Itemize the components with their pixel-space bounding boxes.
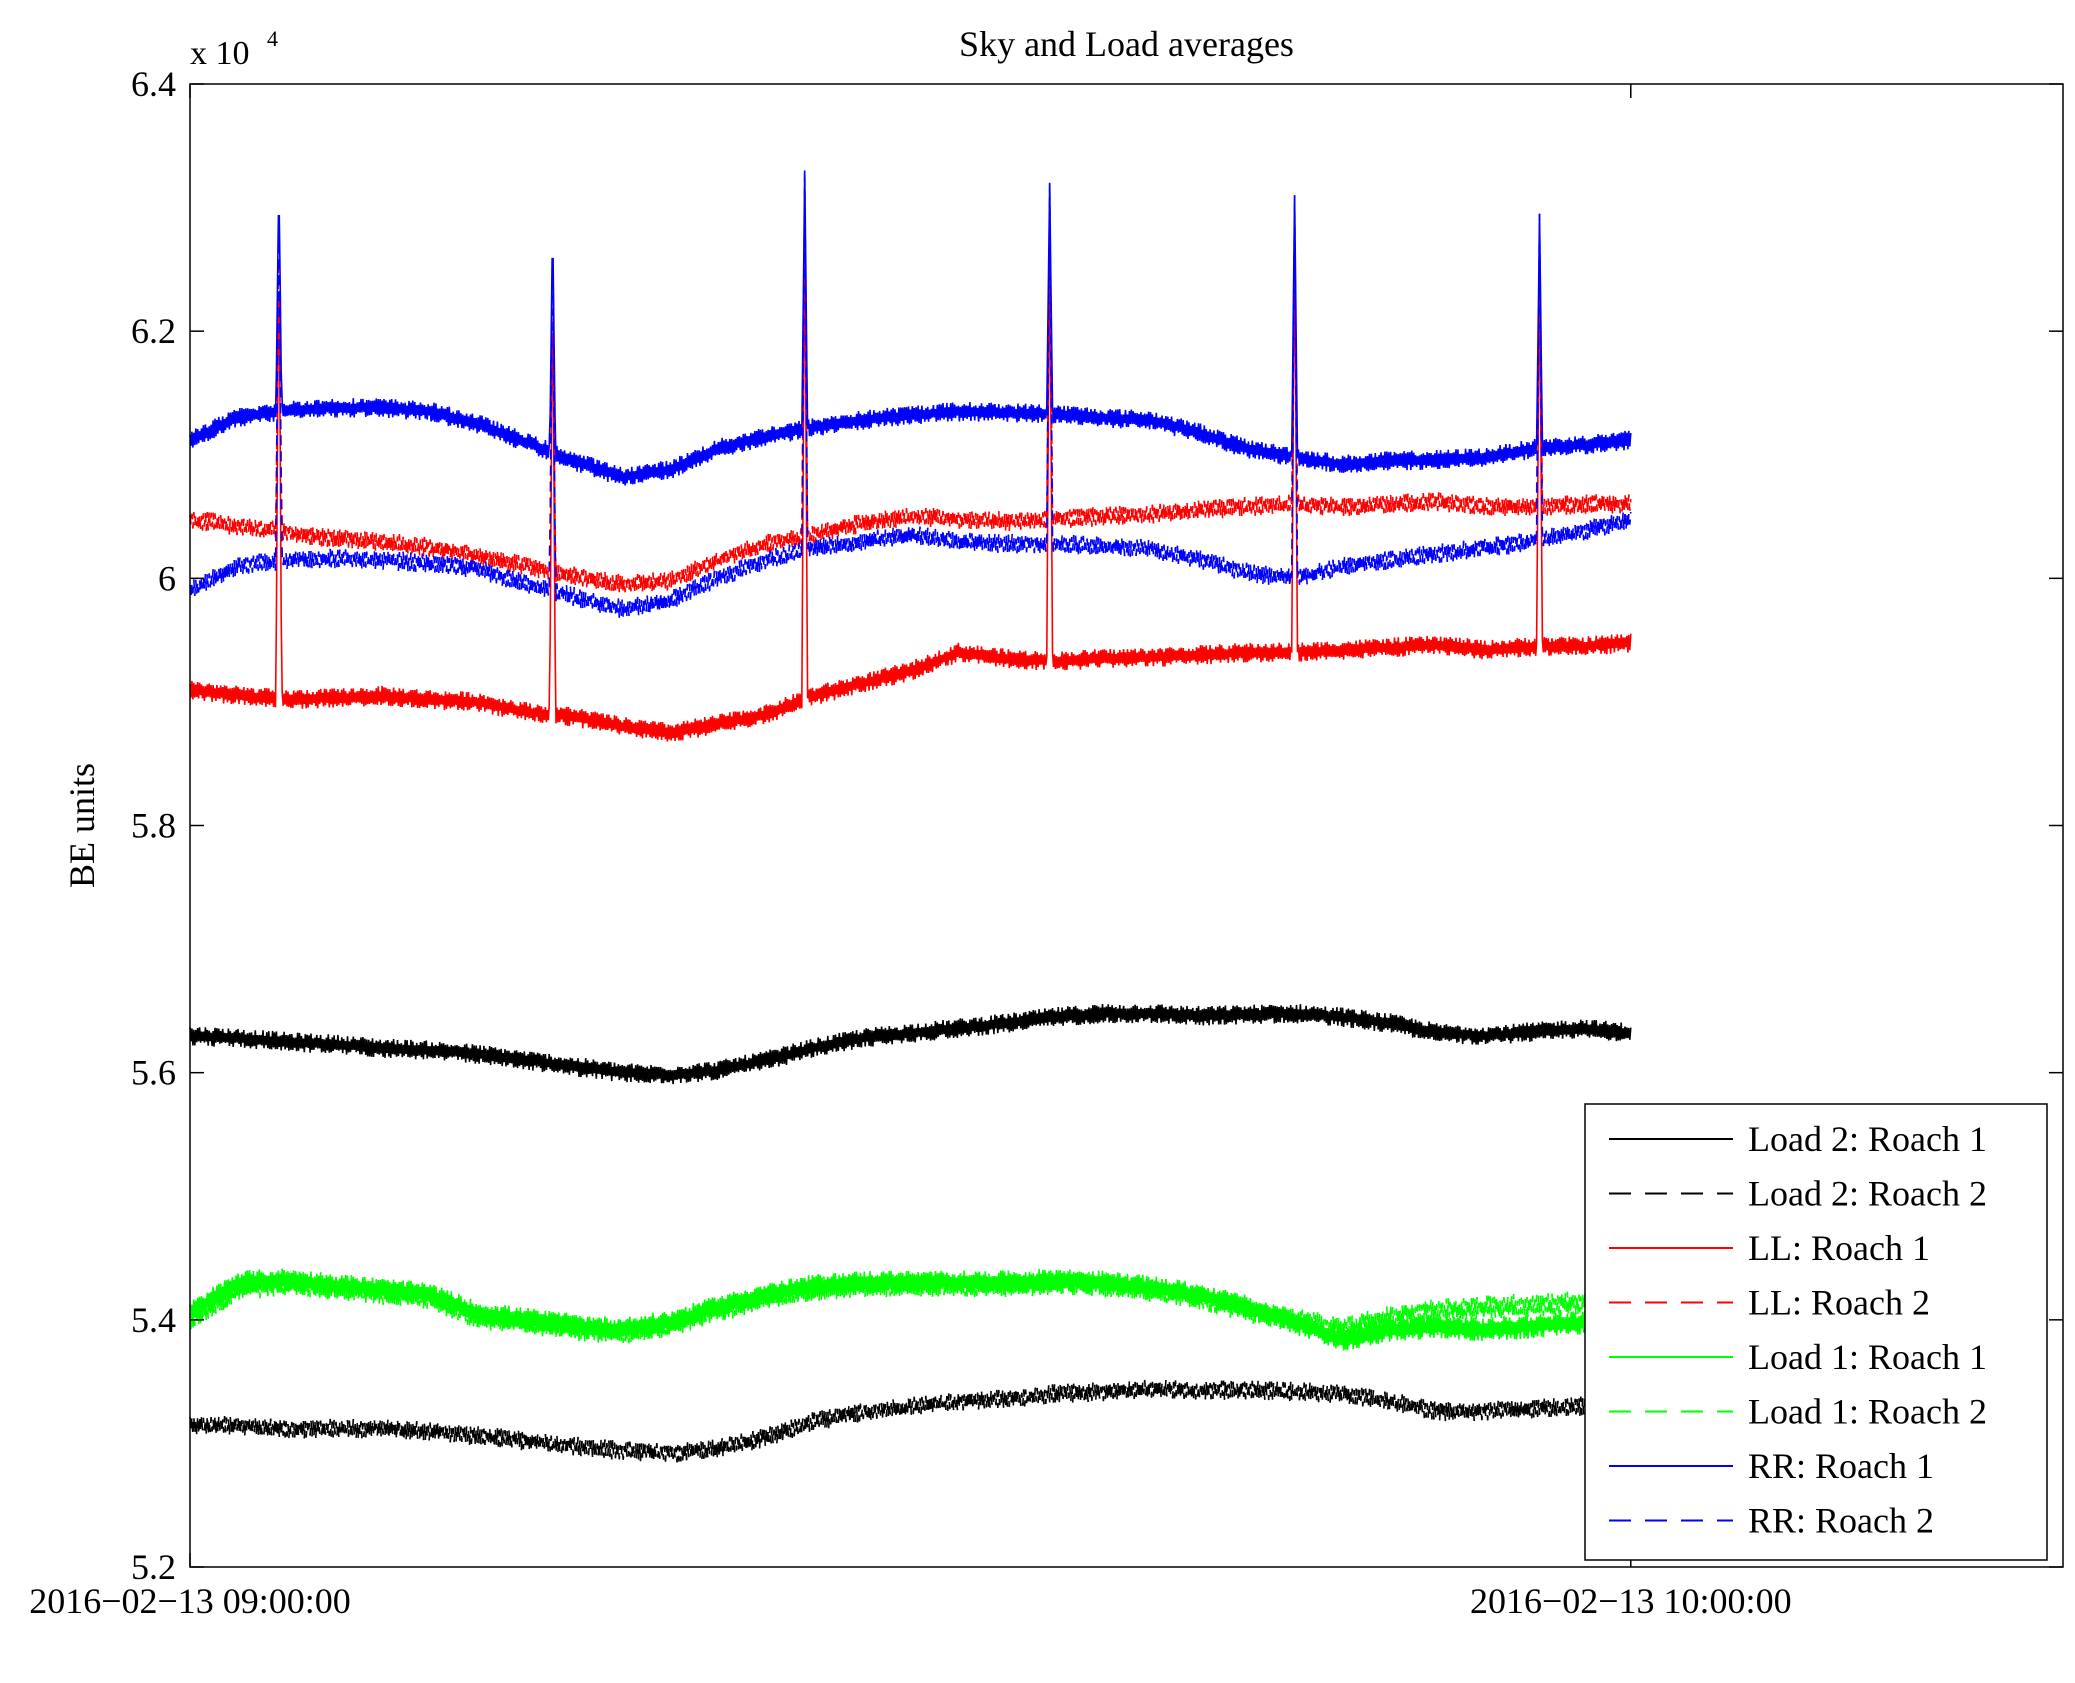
series-line-ll-roach-1 — [189, 207, 1632, 742]
y-tick-label: 6.4 — [131, 64, 176, 104]
legend: Load 2: Roach 1 Load 2: Roach 2 LL: Roach … — [1584, 1103, 2048, 1561]
y-multiplier-label: x 10 — [190, 35, 250, 72]
legend-label: RR: Roach 2 — [1748, 1501, 1934, 1541]
x-tick-label: 2016−02−13 10:00:00 — [1470, 1581, 1792, 1621]
legend-label: RR: Roach 1 — [1748, 1446, 1934, 1486]
y-tick-label: 5.2 — [131, 1547, 176, 1587]
series-line-rr-roach-2 — [189, 170, 1632, 619]
legend-label: LL: Roach 1 — [1748, 1228, 1930, 1268]
legend-label: Load 2: Roach 1 — [1748, 1119, 1987, 1159]
y-multiplier-exponent: 4 — [267, 26, 278, 51]
chart-title: Sky and Load averages — [959, 24, 1294, 64]
x-tick-label: 2016−02−13 09:00:00 — [29, 1581, 351, 1621]
series-line-load-2-roach-2 — [189, 1379, 1632, 1463]
legend-box — [1584, 1103, 2048, 1561]
series-line-ll-roach-2 — [189, 207, 1632, 593]
y-tick-label: 5.6 — [131, 1053, 176, 1093]
legend-label: LL: Roach 2 — [1748, 1283, 1930, 1323]
series-line-load-1-roach-1 — [189, 1268, 1632, 1351]
y-tick-label: 6.2 — [131, 311, 176, 351]
series-layer — [189, 170, 1632, 1463]
legend-label: Load 1: Roach 2 — [1748, 1392, 1987, 1432]
series-line-rr-roach-1 — [189, 170, 1632, 486]
legend-label: Load 1: Roach 1 — [1748, 1337, 1987, 1377]
series-line-load-2-roach-1 — [189, 1004, 1632, 1085]
series-line-load-1-roach-2 — [189, 1270, 1632, 1344]
y-axis-label: BE units — [62, 763, 102, 888]
y-tick-label: 5.4 — [131, 1300, 176, 1340]
y-tick-label: 5.8 — [131, 806, 176, 846]
legend-label: Load 2: Roach 2 — [1748, 1174, 1987, 1214]
axes-layer: 5.2 5.4 5.6 5.8 6 6.2 6.4 2016−02−13 09:00:00 20… — [29, 64, 2064, 1621]
y-tick-label: 6 — [158, 558, 176, 598]
